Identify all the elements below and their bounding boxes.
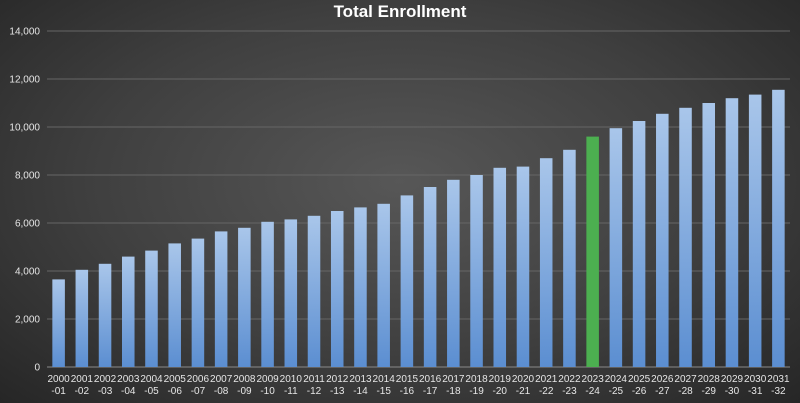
bar	[191, 238, 205, 367]
x-tick-label: 2031 -32	[767, 374, 790, 397]
bar	[516, 166, 530, 367]
bar	[52, 279, 65, 367]
x-tick-label: 2022 -23	[558, 374, 581, 397]
x-tick-label: 2008 -09	[233, 374, 256, 397]
bar	[563, 149, 576, 367]
bar	[121, 256, 135, 367]
x-tick-label: 2012 -13	[326, 374, 349, 397]
y-tick-label: 10,000	[9, 123, 40, 134]
bar	[284, 219, 298, 367]
x-tick-label: 2013 -14	[349, 374, 372, 397]
bar	[748, 94, 762, 367]
bar	[632, 121, 646, 367]
bar	[145, 250, 158, 367]
x-tick-label: 2005 -06	[164, 374, 187, 397]
bar	[702, 103, 716, 367]
x-tick-label: 2016 -17	[419, 374, 442, 397]
x-tick-label: 2001 -02	[71, 374, 94, 397]
x-tick-label: 2014 -15	[373, 374, 396, 397]
x-tick-label: 2021 -22	[535, 374, 558, 397]
x-tick-label: 2020 -21	[512, 374, 535, 397]
bar	[98, 263, 112, 367]
x-tick-label: 2018 -19	[465, 374, 488, 397]
bar	[609, 128, 623, 367]
bar	[307, 215, 321, 367]
bar	[725, 98, 739, 367]
bar	[539, 158, 553, 367]
bar	[214, 231, 228, 367]
y-tick-label: 6,000	[15, 219, 40, 230]
x-tick-label: 2030 -31	[744, 374, 767, 397]
y-tick-label: 14,000	[9, 27, 40, 38]
y-tick-label: 8,000	[15, 171, 40, 182]
x-tick-label: 2023 -24	[582, 374, 605, 397]
gridlines	[47, 30, 790, 368]
x-tick-label: 2029 -30	[721, 374, 744, 397]
y-tick-label: 2,000	[15, 315, 40, 326]
bar-highlighted	[586, 136, 599, 367]
x-tick-label: 2017 -18	[442, 374, 465, 397]
bar	[679, 107, 692, 368]
bar	[470, 175, 483, 367]
y-tick-label: 12,000	[9, 75, 40, 86]
bar	[168, 243, 181, 367]
bar	[423, 187, 437, 367]
bar	[75, 269, 89, 367]
x-tick-label: 2000 -01	[47, 374, 70, 397]
bar	[377, 203, 390, 367]
x-tick-label: 2026 -27	[651, 374, 674, 397]
bar	[238, 227, 251, 367]
bar	[493, 167, 507, 367]
x-tick-label: 2011 -12	[303, 374, 325, 397]
x-tick-label: 2027 -28	[674, 374, 697, 397]
bar	[261, 221, 274, 367]
x-tick-label: 2009 -10	[256, 374, 279, 397]
bar	[354, 207, 367, 367]
bars	[52, 89, 785, 368]
x-tick-label: 2002 -03	[94, 374, 117, 397]
x-tick-label: 2006 -07	[187, 374, 210, 397]
bar	[400, 195, 414, 367]
x-tick-label: 2025 -26	[628, 374, 651, 397]
x-tick-label: 2007 -08	[210, 374, 233, 397]
x-tick-label: 2028 -29	[698, 374, 721, 397]
y-axis-ticks: 0 2,000 4,000 6,000 8,000 10,000 12,000 14,000	[9, 27, 40, 374]
x-tick-label: 2003 -04	[117, 374, 140, 397]
x-tick-label: 2010 -11	[280, 374, 303, 397]
chart-title: Total Enrollment	[334, 2, 467, 21]
x-tick-label: 2015 -16	[396, 374, 419, 397]
bar	[447, 179, 460, 367]
bar	[656, 113, 669, 367]
x-tick-label: 2004 -05	[140, 374, 163, 397]
x-tick-label: 2024 -25	[605, 374, 628, 397]
x-tick-label: 2019 -20	[489, 374, 512, 397]
bar	[330, 211, 344, 367]
bar	[772, 89, 785, 368]
y-tick-label: 0	[34, 363, 40, 374]
y-tick-label: 4,000	[15, 267, 40, 278]
